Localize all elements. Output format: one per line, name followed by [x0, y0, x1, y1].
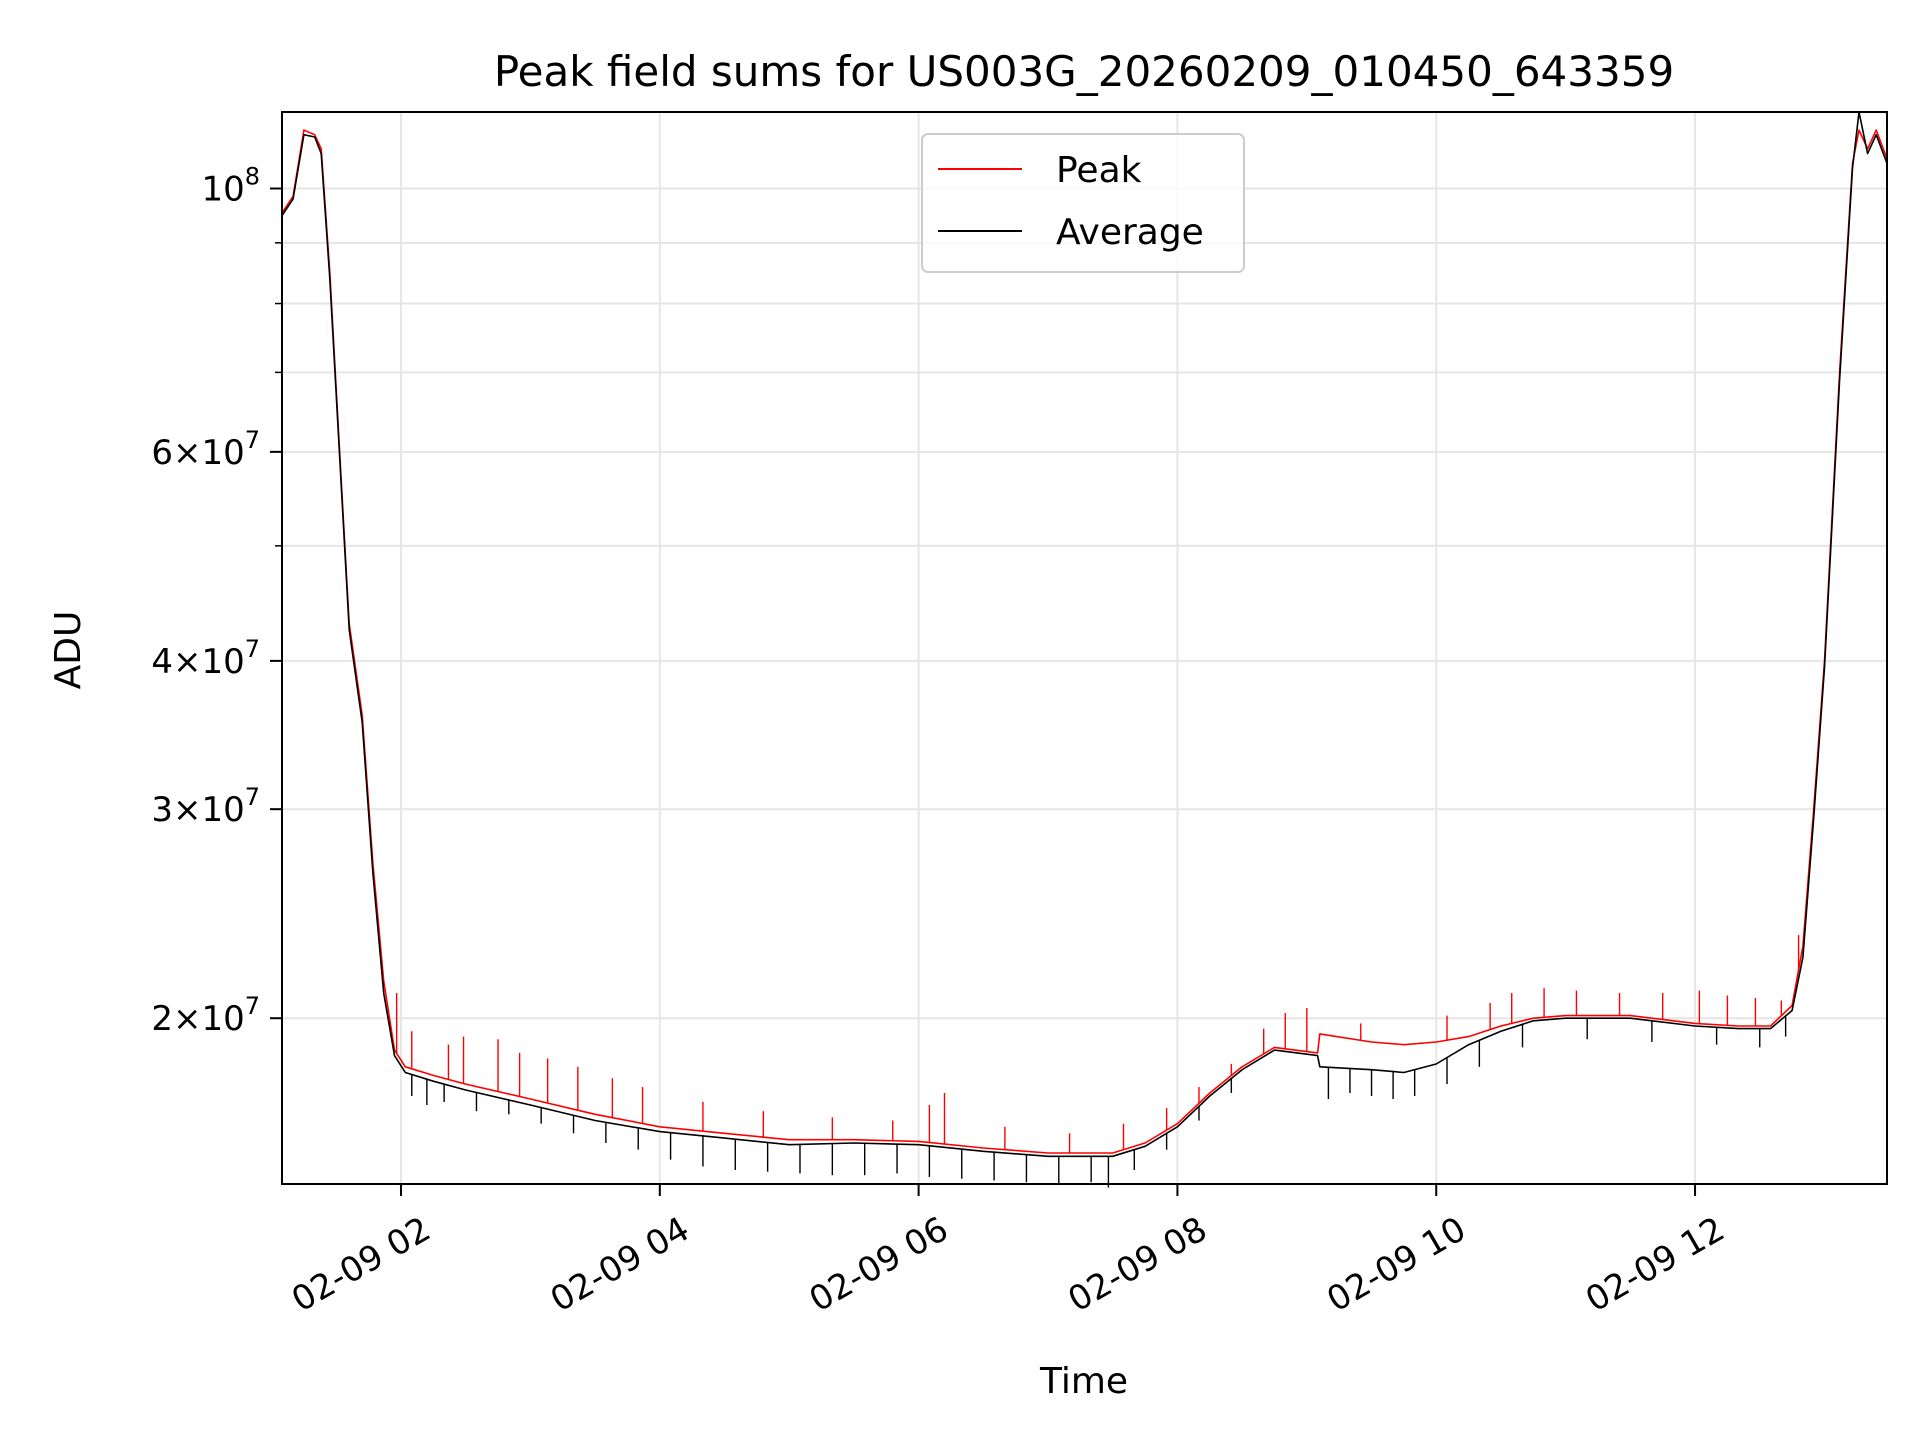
legend-label-average: Average — [1056, 212, 1204, 253]
y-tick-label: 6×107 — [151, 426, 260, 473]
y-tick-label: 3×107 — [151, 783, 260, 830]
y-tick-label: 4×107 — [151, 635, 260, 682]
series-layer — [281, 111, 1888, 1188]
x-axis-label: Time — [1039, 1361, 1128, 1402]
y-axis-label: ADU — [48, 611, 89, 690]
legend: Peak Average — [921, 133, 1245, 273]
series-average — [281, 111, 1888, 1188]
plot-frame — [281, 111, 1888, 1185]
y-tick-label: 2×107 — [151, 992, 260, 1039]
legend-label-peak: Peak — [1056, 150, 1142, 191]
average-line — [281, 111, 1888, 1158]
chart-title: Peak field sums for US003G_20260209_0104… — [494, 47, 1674, 96]
y-tick-label: 108 — [201, 163, 260, 210]
